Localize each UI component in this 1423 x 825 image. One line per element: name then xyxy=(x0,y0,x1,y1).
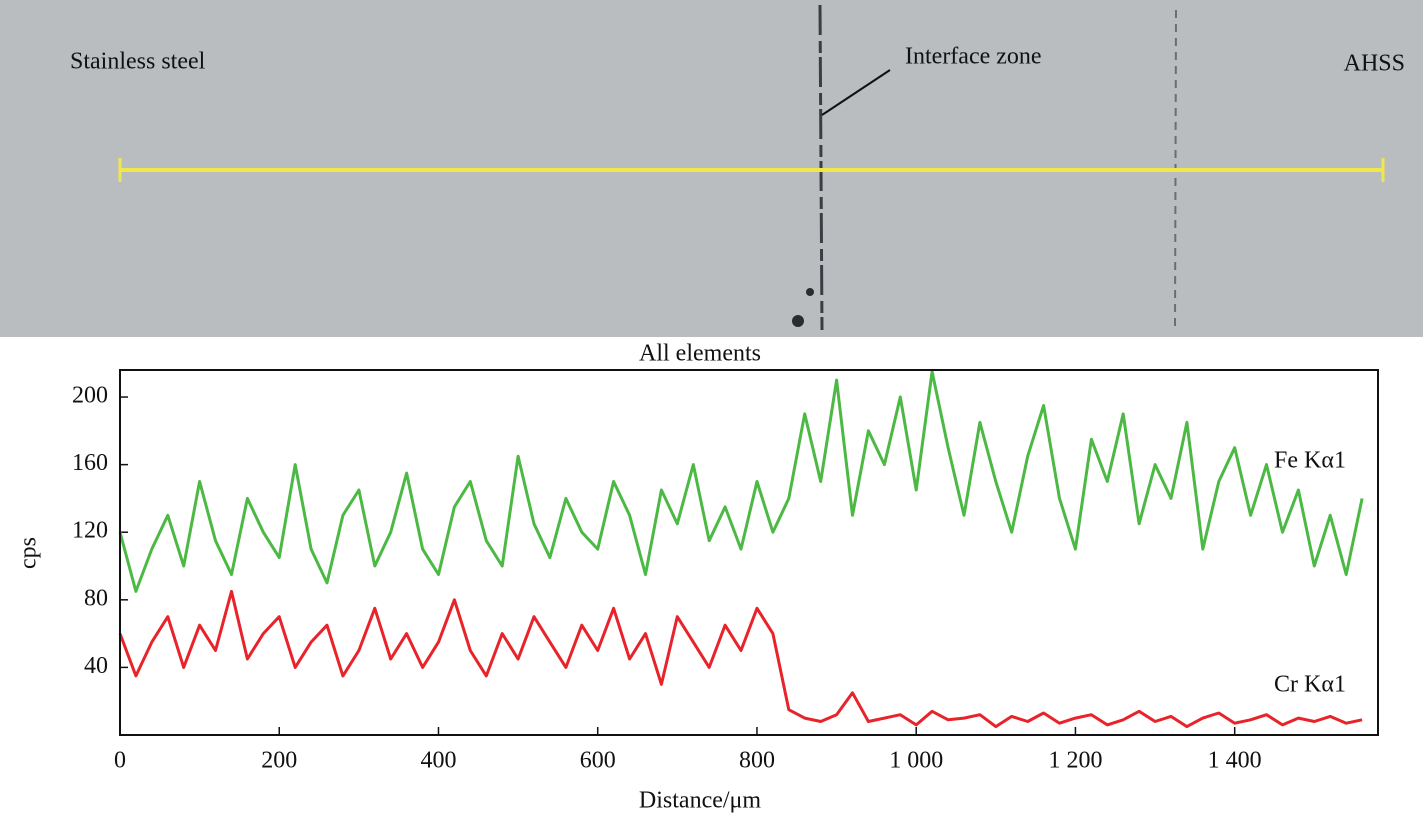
image-label: Interface zone xyxy=(905,44,1042,70)
x-tick-label: 200 xyxy=(261,748,297,774)
y-axis-label: cps xyxy=(16,537,42,569)
x-tick-label: 0 xyxy=(114,748,126,774)
y-tick-label: 40 xyxy=(84,653,108,679)
y-tick-label: 200 xyxy=(72,383,108,409)
x-tick-label: 1 400 xyxy=(1208,748,1262,774)
leader-line xyxy=(821,69,891,116)
chart-title: All elements xyxy=(639,341,761,367)
pore xyxy=(806,288,814,296)
y-tick-label: 160 xyxy=(72,450,108,476)
x-tick-label: 1 200 xyxy=(1048,748,1102,774)
x-axis-label: Distance/μm xyxy=(639,788,762,814)
series-label: Cr Kα1 xyxy=(1274,672,1346,698)
x-tick-label: 600 xyxy=(580,748,616,774)
series-label: Fe Kα1 xyxy=(1274,448,1346,474)
plot-frame xyxy=(119,369,1379,736)
y-tick-label: 120 xyxy=(72,518,108,544)
y-tick-label: 80 xyxy=(84,585,108,611)
x-tick-label: 800 xyxy=(739,748,775,774)
data-line xyxy=(118,370,1364,593)
interface-line xyxy=(818,4,824,331)
pore xyxy=(792,315,804,327)
x-tick-label: 1 000 xyxy=(889,748,943,774)
x-tick-label: 400 xyxy=(420,748,456,774)
data-line xyxy=(118,589,1363,729)
image-label: AHSS xyxy=(1344,51,1405,77)
image-label: Stainless steel xyxy=(70,49,206,75)
